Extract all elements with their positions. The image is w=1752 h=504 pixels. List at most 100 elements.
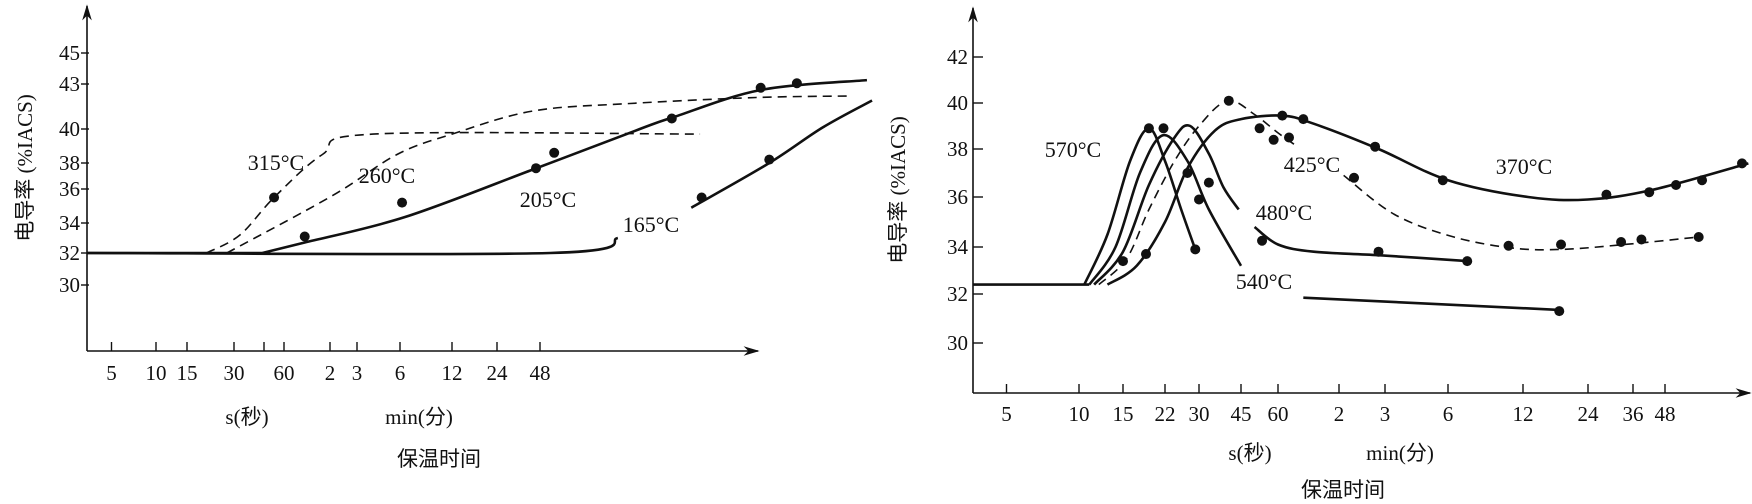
y-tick-label: 40 [947,91,968,115]
x-tick-label: 3 [352,361,363,385]
series-label: 425°C [1284,152,1340,177]
x-tick-label: 60 [274,361,295,385]
series-label: 480°C [1256,200,1312,225]
data-point-480c [1257,235,1268,246]
series-line-480c [1253,225,1468,263]
x-tick-label: 30 [224,361,245,385]
data-point-370c [1370,141,1381,152]
data-point-540c [1158,123,1169,134]
x-tick-label: 48 [530,361,551,385]
x-unit-seconds: s(秒) [1228,441,1271,465]
data-point-315c [269,192,280,203]
x-tick-label: 5 [1001,402,1012,426]
x-tick-label: 22 [1155,402,1176,426]
y-tick-label: 32 [59,241,80,265]
series-label: 570°C [1045,137,1101,162]
x-tick-label: 3 [1380,402,1391,426]
series-label: 165°C [623,212,679,237]
x-tick-label: 6 [395,361,406,385]
data-point-425c [1556,239,1567,250]
x-tick-label: 6 [1443,402,1454,426]
data-point-480c [1194,194,1204,205]
x-tick-label: 12 [1513,402,1534,426]
data-point-370c [1644,187,1655,198]
data-point-425c [1636,234,1647,245]
x-tick-label: 15 [1113,402,1134,426]
data-point-370c [1697,175,1708,186]
x-tick-label: 24 [487,361,509,385]
y-tick-label: 30 [947,331,968,355]
data-point-570c [1190,244,1201,255]
x-tick-label: 10 [1069,402,1090,426]
x-unit-seconds: s(秒) [225,405,268,429]
series-line-165c [690,99,873,209]
data-point-165c [764,154,775,165]
data-point-370c [1298,114,1309,125]
x-tick-label: 5 [106,361,117,385]
data-point-370c [1437,175,1448,186]
y-tick-label: 34 [59,211,81,235]
data-point-425c [1693,232,1704,242]
data-point-570c [1118,256,1128,267]
data-point-205c [791,78,802,89]
series-label: 205°C [520,187,576,212]
y-tick-label: 38 [59,151,80,175]
series-label: 540°C [1236,269,1292,294]
x-tick-label: 24 [1578,402,1600,426]
data-point-425c [1503,240,1514,251]
data-point-165c [696,192,707,203]
y-tick-label: 38 [947,137,968,161]
series-line-425c [1098,99,1299,286]
y-axis-label: 电导率 (%IACS) [886,116,910,264]
series-line-260c [226,95,850,254]
x-axis-label: 保温时间 [397,447,481,471]
x-tick-label: 48 [1655,402,1676,426]
data-point-205c [530,163,541,174]
right-chart: 电导率 (%IACS) s(秒) min(分) 保温时间 30323436384… [886,6,1752,502]
x-tick-label: 36 [1623,402,1644,426]
y-tick-label: 45 [59,41,80,65]
y-tick-label: 30 [59,273,80,297]
y-tick-label: 32 [947,282,968,306]
x-tick-label: 10 [146,361,167,385]
series-line-540c [1088,133,1243,286]
y-tick-label: 34 [947,235,969,259]
data-point-205c [397,197,408,208]
series-line-425c [1343,174,1699,251]
data-point-480c [1373,246,1384,257]
y-tick-label: 42 [947,45,968,69]
y-tick-label: 36 [59,177,80,201]
data-point-425c [1223,95,1234,106]
series-label: 370°C [1496,154,1552,179]
x-tick-label: 45 [1231,402,1252,426]
x-tick-label: 15 [177,361,198,385]
left-chart: 电导率 (%IACS) s(秒) min(分) 保温时间 30323436384… [13,4,873,471]
x-tick-label: 60 [1268,402,1289,426]
data-point-425c [1616,237,1627,247]
data-point-540c [1554,306,1565,317]
data-point-370c [1737,158,1747,169]
data-point-425c [1284,132,1295,143]
data-point-370c [1277,110,1288,121]
series-line-370c [1106,114,1749,286]
data-point-570c [1143,123,1154,134]
x-tick-label: 2 [1334,402,1345,426]
x-unit-minutes: min(分) [1366,441,1434,465]
y-tick-label: 36 [947,185,968,209]
x-unit-minutes: min(分) [385,405,453,429]
series-line-315c [206,131,701,254]
series-label: 315°C [248,150,304,175]
x-tick-label: 2 [325,361,336,385]
series-line-165c [86,236,619,256]
y-tick-label: 43 [59,72,80,96]
series-label: 260°C [359,163,415,188]
series-line-205c [262,78,868,255]
data-point-425c [1268,134,1279,145]
data-point-205c [549,147,560,158]
y-axis-label: 电导率 (%IACS) [13,94,37,242]
data-point-370c [1601,189,1612,200]
x-tick-label: 30 [1189,402,1210,426]
data-point-480c [1462,256,1473,267]
data-point-205c [299,231,310,242]
